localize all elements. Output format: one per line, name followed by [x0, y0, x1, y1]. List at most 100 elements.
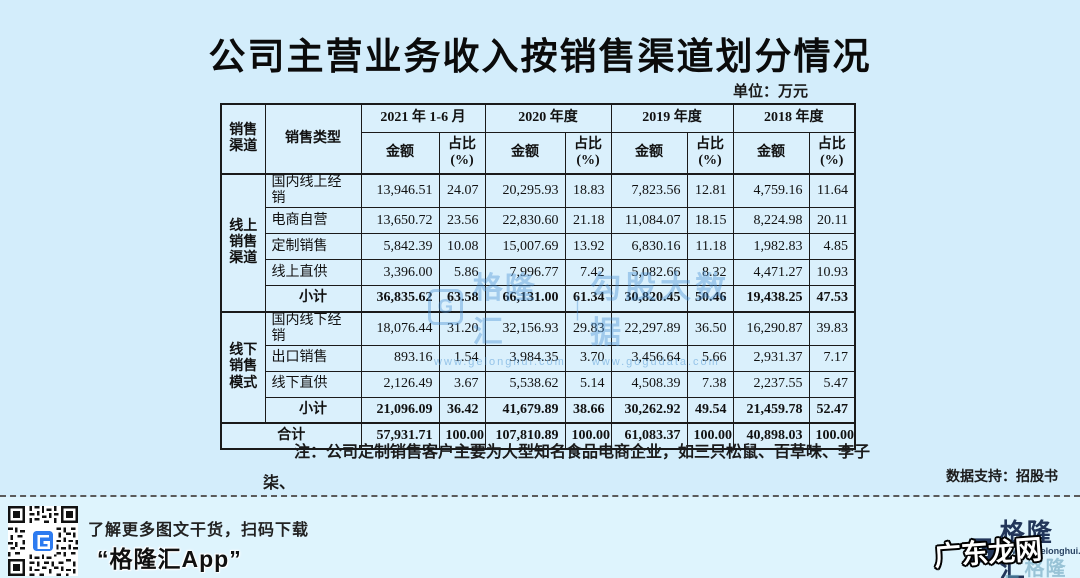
table-cell: 13,650.72 — [360, 207, 440, 235]
dashed-divider — [0, 495, 1080, 497]
table-cell: 63.58 — [438, 285, 486, 313]
table-cell: 52.47 — [808, 396, 856, 424]
table-cell: 8,224.98 — [732, 207, 810, 235]
column-header-amount: 金额 — [484, 131, 566, 175]
data-source-label: 数据支持：招股书 — [946, 470, 1058, 485]
table-cell: 22,830.60 — [484, 207, 566, 235]
table-cell: 50.46 — [686, 285, 734, 313]
table-cell: 21,459.78 — [732, 396, 810, 424]
table-cell: 7.38 — [686, 370, 734, 398]
table-cell: 出口销售 — [264, 344, 362, 372]
table-cell: 57,931.71 — [360, 422, 440, 450]
table-cell: 61.34 — [564, 285, 612, 313]
table-cell: 2,126.49 — [360, 370, 440, 398]
table-cell: 23.56 — [438, 207, 486, 235]
table-cell: 12.81 — [686, 173, 734, 209]
table-cell: 21.18 — [564, 207, 612, 235]
table-cell: 13,946.51 — [360, 173, 440, 209]
table-cell: 2,931.37 — [732, 344, 810, 372]
table-cell: 38.66 — [564, 396, 612, 424]
channel-group-label: 线上 销售 渠道 — [220, 173, 266, 313]
brand-name-faded-text: 格隆汇 — [1024, 558, 1067, 578]
table-cell: 36.42 — [438, 396, 486, 424]
table-cell: 49.54 — [686, 396, 734, 424]
table-cell: 41,679.89 — [484, 396, 566, 424]
table-cell: 61,083.37 — [610, 422, 688, 450]
table-cell: 合计 — [220, 422, 362, 450]
table-cell: 7.17 — [808, 344, 856, 372]
table-cell: 7,996.77 — [484, 259, 566, 287]
table-cell: 36.50 — [686, 310, 734, 346]
table-cell: 3.70 — [564, 344, 612, 372]
subtotal-row: 小计 21,096.09 36.42 41,679.89 38.66 30,26… — [221, 396, 856, 424]
table-cell: 线下直供 — [264, 370, 362, 398]
table-row: 电商自营 13,650.72 23.56 22,830.60 21.18 11,… — [221, 207, 856, 235]
table-cell: 4.85 — [808, 233, 856, 261]
gelonghui-g-icon-faded — [1005, 574, 1019, 578]
table-cell: 5.86 — [438, 259, 486, 287]
table-cell: 3,456.64 — [610, 344, 688, 372]
column-header-period: 2018 年度 — [732, 103, 856, 133]
column-header-channel: 销售 渠道 — [220, 103, 266, 175]
table-cell: 5,538.62 — [484, 370, 566, 398]
table-cell: 8.32 — [686, 259, 734, 287]
table-cell: 3.67 — [438, 370, 486, 398]
table-cell: 18.15 — [686, 207, 734, 235]
brand-name-text: 格隆汇 — [999, 519, 1054, 578]
revenue-by-channel-table: 销售 渠道 销售类型 2021 年 1-6 月 2020 年度 2019 年度 … — [220, 103, 857, 451]
table-cell: 3,396.00 — [360, 259, 440, 287]
table-row: 定制销售 5,842.39 10.08 15,007.69 13.92 6,83… — [221, 233, 856, 261]
column-header-type: 销售类型 — [264, 103, 362, 175]
table-cell: 10.08 — [438, 233, 486, 261]
table-cell: 5,082.66 — [610, 259, 688, 287]
column-header-amount: 金额 — [732, 131, 810, 175]
table-cell: 1,982.83 — [732, 233, 810, 261]
column-header-period: 2019 年度 — [610, 103, 734, 133]
table-cell: 19,438.25 — [732, 285, 810, 313]
table-cell: 107,810.89 — [484, 422, 566, 450]
table-cell: 4,759.16 — [732, 173, 810, 209]
column-header-period: 2020 年度 — [484, 103, 612, 133]
footer-band — [0, 497, 1080, 578]
column-header-period: 2021 年 1-6 月 — [360, 103, 486, 133]
table-cell: 100.00 — [808, 422, 856, 450]
table-cell: 小计 — [264, 285, 362, 313]
table-cell: 15,007.69 — [484, 233, 566, 261]
table-cell: 32,156.93 — [484, 310, 566, 346]
table-cell: 7,823.56 — [610, 173, 688, 209]
table-cell: 6,830.16 — [610, 233, 688, 261]
table-cell: 39.83 — [808, 310, 856, 346]
table-cell: 定制销售 — [264, 233, 362, 261]
table-cell: 16,290.87 — [732, 310, 810, 346]
column-header-ratio: 占比 (%) — [564, 131, 612, 175]
table-cell: 国内线上经销 — [264, 173, 362, 209]
table-cell: 100.00 — [564, 422, 612, 450]
table-row: 出口销售 893.16 1.54 3,984.35 3.70 3,456.64 … — [221, 344, 856, 372]
table-cell: 40,898.03 — [732, 422, 810, 450]
table-cell: 18.83 — [564, 173, 612, 209]
table-row: 线下 销售 模式 国内线下经销 18,076.44 31.20 32,156.9… — [220, 310, 856, 424]
table-cell: 电商自营 — [264, 207, 362, 235]
unit-label: 单位：万元 — [733, 84, 809, 100]
table-cell: 国内线下经销 — [264, 310, 362, 346]
column-header-ratio: 占比 (%) — [808, 131, 856, 175]
table-cell: 1.54 — [438, 344, 486, 372]
page-title: 公司主营业务收入按销售渠道划分情况 — [208, 36, 872, 77]
table-row: 线下直供 2,126.49 3.67 5,538.62 5.14 4,508.3… — [221, 370, 856, 398]
subtotal-row: 小计 36,835.62 63.58 66,131.00 61.34 30,82… — [221, 285, 856, 313]
table-cell: 5,842.39 — [360, 233, 440, 261]
table-cell: 36,835.62 — [360, 285, 440, 313]
gelonghui-brand-logo-faded: 格隆汇 — [1003, 552, 1080, 578]
table-cell: 11,084.07 — [610, 207, 688, 235]
table-row: 线上 销售 渠道 国内线上经销 13,946.51 24.07 20,295.9… — [220, 173, 856, 313]
table-cell: 5.66 — [686, 344, 734, 372]
table-row: 线上直供 3,396.00 5.86 7,996.77 7.42 5,082.6… — [221, 259, 856, 287]
column-header-amount: 金额 — [610, 131, 688, 175]
table-cell: 2,237.55 — [732, 370, 810, 398]
qr-code — [8, 506, 78, 576]
table-cell: 20,295.93 — [484, 173, 566, 209]
column-header-amount: 金额 — [360, 131, 440, 175]
footnote-line-1: 注：公司定制销售客户主要为大型知名食品电商企业，如三只松鼠、百草味、李子柒、 — [263, 444, 871, 492]
table-cell: 66,131.00 — [484, 285, 566, 313]
